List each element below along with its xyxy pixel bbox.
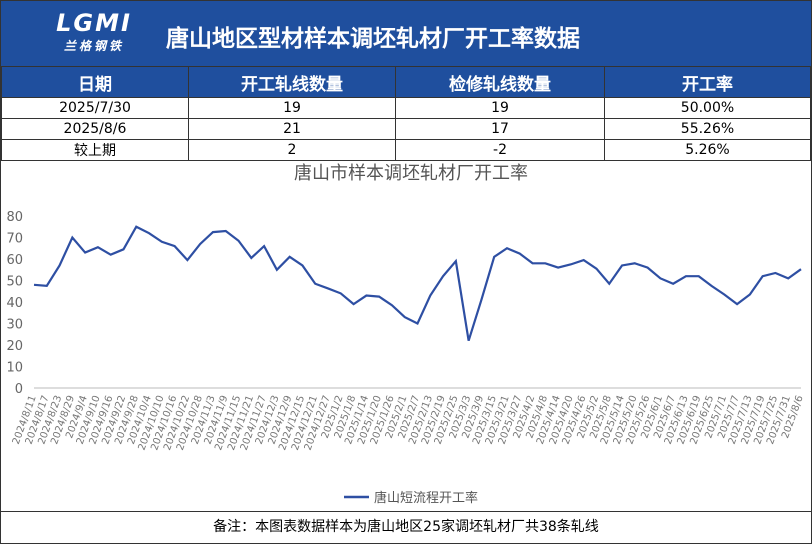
y-tick-label: 30 [6,318,23,333]
cell: 55.26% [604,118,811,140]
col-header: 开工轧线数量 [188,66,396,98]
cell: 2025/7/30 [1,97,189,119]
y-tick-label: 50 [6,275,23,290]
y-tick-label: 40 [6,296,23,311]
y-tick-label: 0 [15,382,23,397]
col-header: 开工率 [604,66,811,98]
col-header: 日期 [1,66,189,98]
y-tick-label: 60 [6,253,23,268]
header: LGMI 兰格钢铁 唐山地区型材样本调坯轧材厂开工率数据 [1,1,811,66]
cell: 5.26% [604,139,811,161]
logo-sub: 兰格钢铁 [63,39,124,53]
footnote: 备注：本图表数据样本为唐山地区25家调坯轧材厂共38条轧线 [1,511,811,543]
cell: 2 [188,139,396,161]
col-header: 检修轧线数量 [395,66,605,98]
y-tick-label: 70 [6,232,23,247]
page-title: 唐山地区型材样本调坯轧材厂开工率数据 [166,26,580,52]
cell: 19 [395,97,605,119]
logo: LGMI 兰格钢铁 [49,9,139,54]
y-tick-label: 80 [6,210,23,225]
cell: -2 [395,139,605,161]
line [33,225,802,342]
logo-text: LGMI [56,9,132,37]
cell: 2025/8/6 [1,118,189,140]
cell: 21 [188,118,396,140]
chart: 唐山市样本调坯轧材厂开工率 010203040506070802024/8/11… [6,163,805,506]
y-tick-label: 10 [6,361,23,376]
cell: 19 [188,97,396,119]
cell: 17 [395,118,605,140]
cell: 50.00% [604,97,811,119]
legend-label: 唐山短流程开工率 [374,490,478,506]
chart-title: 唐山市样本调坯轧材厂开工率 [294,163,528,184]
y-tick-label: 20 [6,339,23,354]
cell: 较上期 [1,139,189,161]
data-table: 日期 开工轧线数量 检修轧线数量 开工率 2025/7/30 19 19 50.00% 20… [1,66,811,161]
